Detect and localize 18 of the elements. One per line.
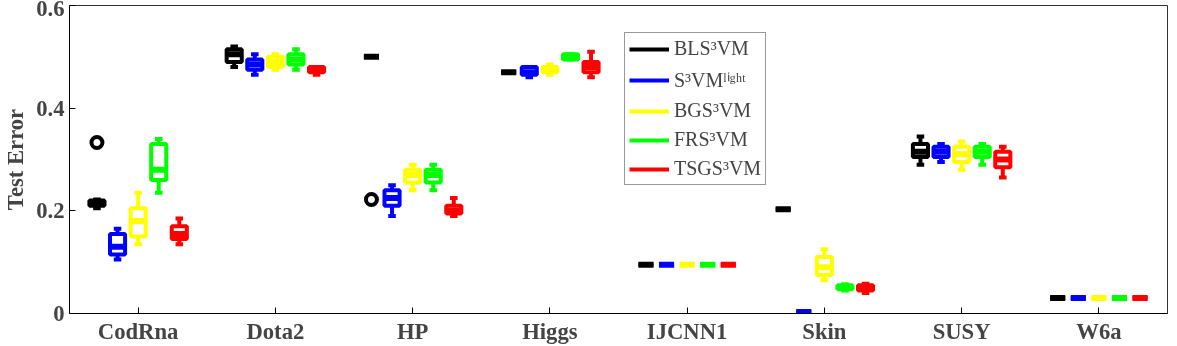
x-tick-label: CodRna [97, 318, 179, 344]
legend-label: FRS³VM [674, 128, 748, 151]
x-tick-label: Higgs [522, 318, 578, 344]
y-tick-label: 0.6 [36, 0, 65, 21]
y-tick-label: 0.4 [36, 95, 65, 121]
x-tick-label: W6a [1076, 318, 1122, 344]
legend-label: S³VMˡⁱᵍʰᵗ [674, 68, 746, 93]
y-tick-label: 0.2 [36, 198, 65, 224]
x-tick-label: Dota2 [246, 318, 305, 344]
legend-label: TSGS³VM [674, 157, 762, 180]
y-tick-label: 0 [53, 301, 65, 326]
legend-label: BLS³VM [674, 37, 749, 60]
x-tick-label: HP [396, 318, 429, 344]
x-tick-label: SUSY [932, 318, 991, 344]
x-tick-label: IJCNN1 [646, 318, 728, 344]
legend-label: BGS³VM [674, 99, 752, 122]
x-tick-label: Skin [802, 318, 847, 344]
y-axis-title: Test Error [3, 108, 29, 211]
